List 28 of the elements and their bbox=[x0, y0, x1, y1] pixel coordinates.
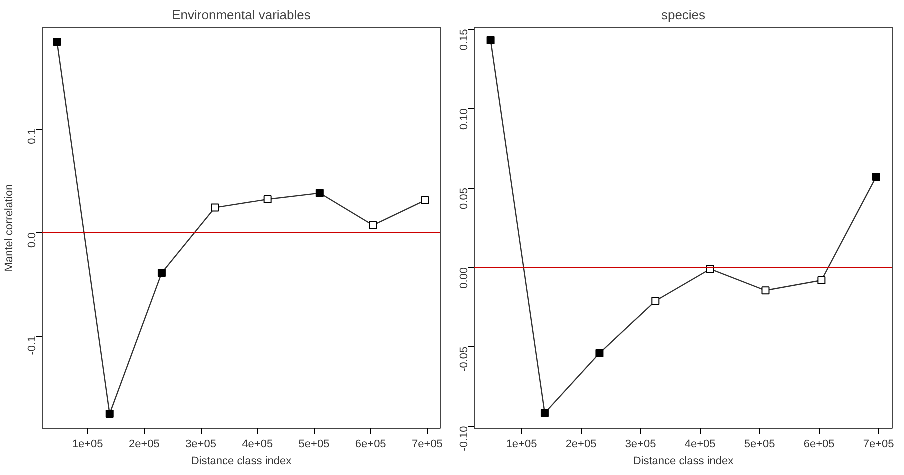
chart-title: Environmental variables bbox=[172, 8, 312, 22]
y-axis-title: Mantel correlation bbox=[4, 184, 16, 272]
x-tick-label: 1e+05 bbox=[506, 438, 538, 450]
y-tick-label: -0.05 bbox=[458, 346, 470, 372]
y-tick-label: 0.15 bbox=[458, 29, 470, 51]
x-axis-title: Distance class index bbox=[191, 456, 292, 468]
y-tick-label: -0.1 bbox=[26, 336, 38, 356]
x-tick-label: 7e+05 bbox=[863, 438, 894, 450]
x-tick-label: 3e+05 bbox=[186, 438, 216, 450]
y-tick-label: 0.10 bbox=[458, 108, 470, 130]
y-tick-label: 0.0 bbox=[26, 232, 38, 248]
y-tick-label: -0.10 bbox=[458, 426, 470, 452]
chart-title: species bbox=[661, 8, 706, 22]
x-tick-label: 5e+05 bbox=[744, 438, 776, 450]
x-axis-title: Distance class index bbox=[633, 456, 734, 468]
x-tick-label: 6e+05 bbox=[804, 438, 835, 450]
x-tick-label: 5e+05 bbox=[298, 438, 330, 450]
x-tick-label: 1e+05 bbox=[72, 438, 104, 450]
x-tick-label: 4e+05 bbox=[242, 438, 274, 450]
y-tick-label: 0.1 bbox=[26, 129, 38, 144]
x-tick-label: 7e+05 bbox=[412, 438, 443, 450]
y-tick-label: 0.00 bbox=[458, 267, 470, 289]
x-tick-label: 6e+05 bbox=[355, 438, 386, 450]
x-tick-label: 4e+05 bbox=[684, 438, 716, 450]
x-tick-label: 2e+05 bbox=[128, 438, 160, 450]
x-tick-label: 3e+05 bbox=[625, 438, 656, 450]
x-tick-label: 2e+05 bbox=[566, 438, 597, 450]
y-tick-label: 0.05 bbox=[458, 188, 470, 210]
